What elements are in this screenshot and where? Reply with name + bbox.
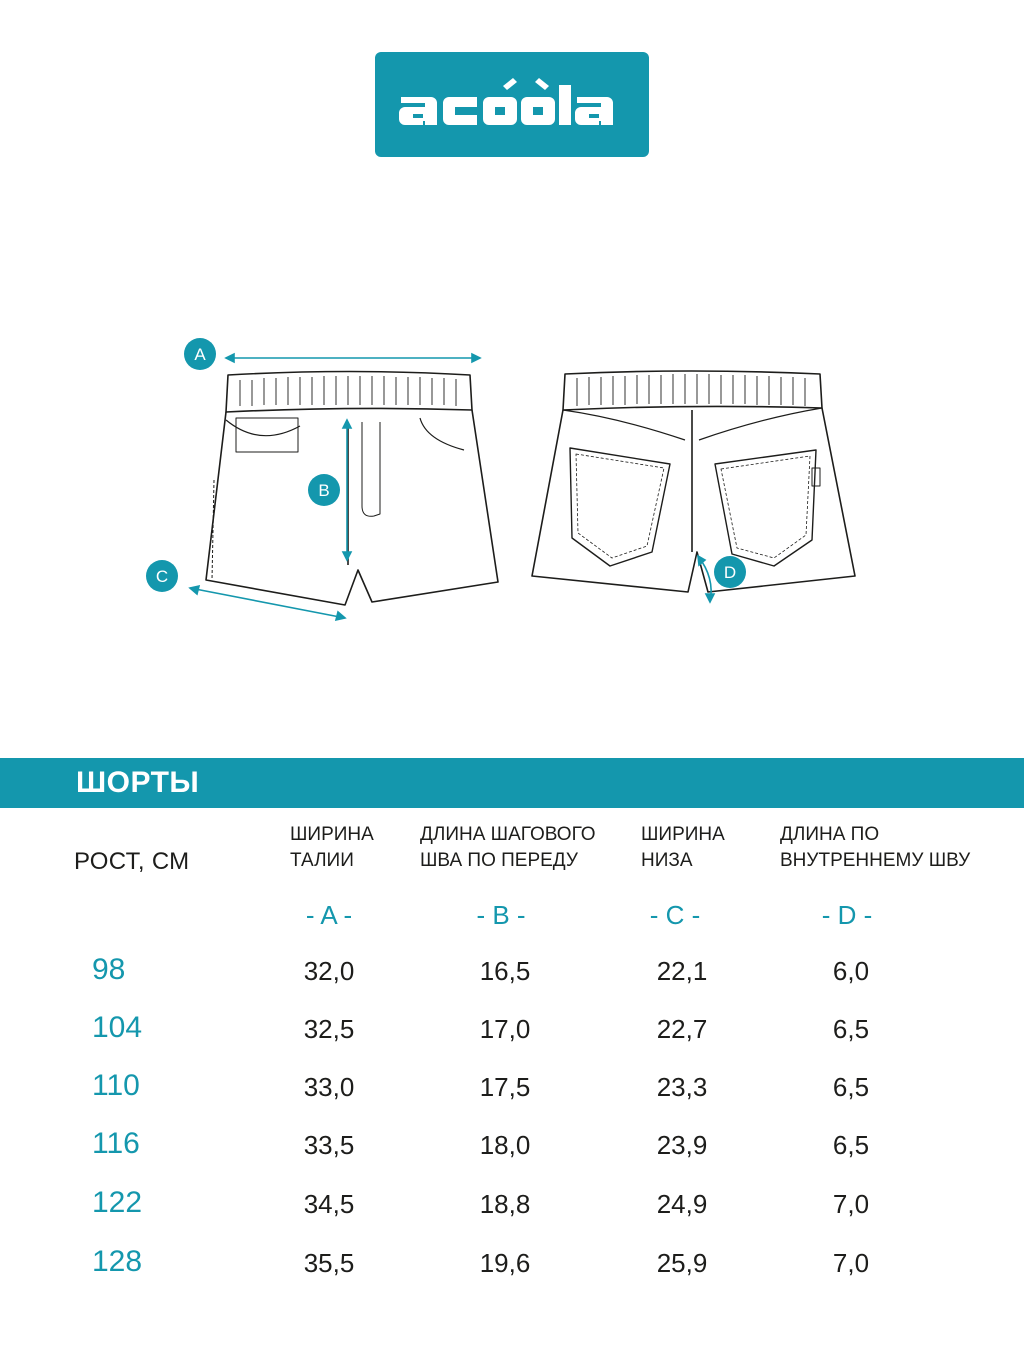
growth-header: РОСТ, СМ [74,848,190,875]
col-d-header: ДЛИНА ПО ВНУТРЕННЕМУ ШВУ [780,822,970,874]
cell-b: 19,6 [479,1248,531,1278]
col-d-header-line1: ДЛИНА ПО [780,824,880,845]
col-d-header-line2: ВНУТРЕННЕМУ ШВУ [780,850,971,871]
row-size: 122 [92,1186,143,1219]
col-a-letter: - A - [305,900,353,930]
col-a-header-line1: ШИРИНА [290,824,374,845]
row-size: 110 [92,1069,140,1102]
back-pocket-left [569,447,671,567]
cell-a: 33,0 [303,1072,355,1102]
back-pocket-right [714,449,817,567]
row-size: 98 [92,953,126,986]
brand-logo-mark [399,78,613,125]
marker-d: D [724,563,736,582]
cell-a: 32,5 [303,1014,355,1044]
cell-b: 18,8 [479,1189,531,1219]
col-d-letter: - D - [821,900,873,930]
marker-c: C [156,567,168,586]
marker-b: B [318,481,329,500]
cell-c: 23,3 [656,1072,708,1102]
back-body [531,407,856,593]
cell-d: 7,0 [832,1248,870,1278]
col-a-header-line2: ТАЛИИ [290,850,354,871]
back-waistband [562,370,823,411]
col-c-header-line2: НИЗА [641,850,693,871]
cell-c: 22,1 [656,956,708,986]
col-b-header: ДЛИНА ШАГОВОГО ШВА ПО ПЕРЕДУ [420,822,596,874]
col-b-header-line1: ДЛИНА ШАГОВОГО [420,824,596,845]
cell-a: 32,0 [303,956,355,986]
col-a-header: ШИРИНА ТАЛИИ [290,822,374,874]
cell-b: 17,0 [479,1014,531,1044]
section-header-band: ШОРТЫ [0,758,1024,808]
cell-a: 35,5 [303,1248,355,1278]
marker-a: A [194,345,206,364]
col-b-header-line2: ШВА ПО ПЕРЕДУ [420,850,578,871]
cell-d: 6,5 [832,1072,870,1102]
cell-a: 33,5 [303,1130,355,1160]
cell-c: 23,9 [656,1130,708,1160]
col-c-header-line1: ШИРИНА [641,824,725,845]
cell-c: 25,9 [656,1248,708,1278]
cell-c: 22,7 [656,1014,708,1044]
col-c-header: ШИРИНА НИЗА [641,822,725,874]
cell-d: 7,0 [832,1189,870,1219]
col-b-letter: - B - [476,900,526,930]
cell-d: 6,5 [832,1014,870,1044]
cell-a: 34,5 [303,1189,355,1219]
section-title: ШОРТЫ [76,766,200,799]
cell-c: 24,9 [656,1189,708,1219]
brand-logo [375,52,649,157]
row-size: 116 [92,1127,140,1160]
cell-b: 18,0 [479,1130,531,1160]
cell-d: 6,0 [832,956,870,986]
cell-b: 16,5 [479,956,531,986]
cell-d: 6,5 [832,1130,870,1160]
front-body [205,409,499,606]
row-size: 104 [92,1011,143,1044]
row-size: 128 [92,1245,143,1278]
cell-b: 17,5 [479,1072,531,1102]
col-c-letter: - C - [649,900,701,930]
front-waistband [225,370,473,413]
shorts-diagram: A B C D [146,338,856,622]
